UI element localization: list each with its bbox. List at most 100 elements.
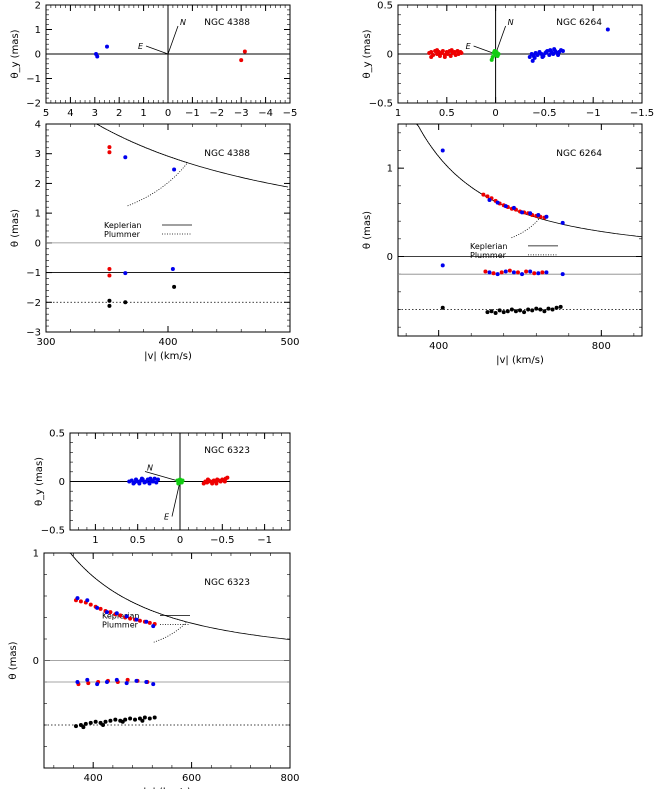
- y-axis-label: θ (mas): [10, 209, 21, 247]
- data-point: [487, 270, 492, 275]
- data-point: [530, 58, 535, 63]
- data-point: [497, 308, 502, 313]
- plot-frame: [45, 123, 291, 333]
- legend-label: Keplerian: [470, 242, 507, 251]
- x-tick-label: −4: [258, 108, 273, 119]
- data-point: [495, 200, 500, 205]
- data-point: [88, 720, 93, 725]
- data-point: [520, 272, 525, 277]
- x-tick-label: −0.5: [210, 535, 234, 546]
- panel-title: NGC 6264: [556, 18, 602, 28]
- compass-east-label: E: [138, 42, 144, 51]
- data-point: [134, 678, 139, 683]
- data-point: [172, 284, 177, 289]
- data-point: [511, 270, 516, 275]
- compass-north-label: N: [180, 18, 186, 27]
- data-point: [511, 205, 516, 210]
- y-tick-label: 0: [35, 50, 41, 61]
- data-point: [538, 307, 543, 312]
- data-point: [152, 476, 157, 481]
- x-tick-label: 0.5: [130, 535, 146, 546]
- x-tick-label: −0.5: [532, 108, 556, 119]
- data-point: [83, 721, 88, 726]
- data-point: [176, 481, 181, 486]
- data-point: [491, 271, 496, 276]
- data-point: [489, 309, 494, 314]
- data-point: [507, 268, 512, 273]
- compass-east-label: E: [164, 513, 170, 522]
- data-point: [78, 599, 83, 604]
- data-point: [542, 309, 547, 314]
- data-point: [93, 719, 98, 724]
- y-tick-label: −1: [26, 268, 41, 279]
- x-tick-label: 0: [492, 108, 498, 119]
- y-tick-label: 1: [35, 209, 41, 220]
- data-point: [104, 610, 109, 615]
- data-point: [560, 220, 565, 225]
- y-axis-label: θ_y (mas): [362, 29, 373, 78]
- legend-label: Plummer: [470, 251, 507, 260]
- data-point: [172, 167, 177, 172]
- data-point: [75, 596, 80, 601]
- data-point: [114, 677, 119, 682]
- data-point: [527, 54, 532, 59]
- data-point: [495, 272, 500, 277]
- data-point: [513, 309, 518, 314]
- data-point: [107, 145, 112, 150]
- data-point: [605, 27, 610, 32]
- data-point: [88, 602, 93, 607]
- keplerian-curve: [66, 552, 291, 640]
- y-tick-label: −0.5: [41, 526, 65, 537]
- data-point: [113, 717, 118, 722]
- data-point: [94, 52, 99, 56]
- y-tick-label: 1: [387, 164, 393, 175]
- data-point: [540, 54, 545, 59]
- compass-north-arrow: [495, 25, 506, 55]
- data-point: [103, 719, 108, 724]
- x-tick-label: −1.5: [630, 108, 654, 119]
- plummer-curve: [69, 552, 187, 643]
- data-point: [440, 305, 445, 310]
- data-point: [445, 52, 450, 56]
- x-tick-label: −5: [283, 108, 298, 119]
- data-point: [524, 269, 529, 274]
- data-point: [440, 148, 445, 153]
- data-point: [147, 620, 152, 625]
- data-point: [560, 272, 565, 277]
- data-point: [124, 681, 129, 686]
- data-point: [128, 616, 133, 621]
- y-tick-label: −0.5: [369, 99, 393, 110]
- x-tick-label: 1: [92, 535, 98, 546]
- data-point: [214, 481, 219, 486]
- x-tick-label: 1: [395, 108, 401, 119]
- data-point: [487, 197, 492, 202]
- x-tick-label: −1: [586, 108, 601, 119]
- data-point: [108, 610, 113, 615]
- data-point: [152, 715, 157, 720]
- data-point: [81, 725, 86, 730]
- x-tick-label: 2: [116, 108, 122, 119]
- data-point: [449, 48, 454, 53]
- data-point: [142, 715, 147, 720]
- y-tick-label: 0: [387, 50, 393, 61]
- data-point: [151, 682, 156, 687]
- x-tick-label: 800: [592, 341, 611, 352]
- data-point: [551, 52, 556, 56]
- data-point: [544, 214, 549, 219]
- data-point: [123, 155, 128, 160]
- data-point: [522, 310, 527, 315]
- data-point: [170, 267, 175, 272]
- panel-ngc4388-rotation: 300 400 500 4 3 2 1 0 −1 −2 −3 θ (mas) |v| (km/s) NGC…: [10, 120, 300, 363]
- data-point: [108, 718, 113, 723]
- data-point: [180, 478, 185, 483]
- data-point: [546, 306, 551, 311]
- x-tick-label: 300: [36, 337, 55, 348]
- plot-frame: [397, 123, 643, 337]
- y-tick-label: 1: [33, 549, 39, 560]
- y-tick-label: 2: [35, 1, 41, 12]
- x-tick-label: 400: [429, 341, 448, 352]
- panel-ngc6264-rotation: 400 800 1 0 θ (mas) |v| (km/s) NGC 6264 Kepleri…: [362, 123, 643, 366]
- data-point: [442, 54, 447, 59]
- data-point: [526, 307, 531, 312]
